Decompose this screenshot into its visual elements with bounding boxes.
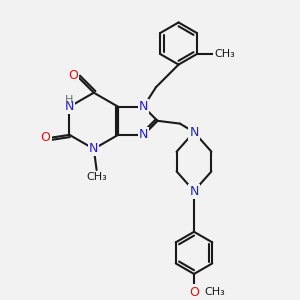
Text: N: N [139, 128, 148, 141]
Text: N: N [89, 142, 98, 155]
Text: CH₃: CH₃ [205, 287, 225, 297]
Text: O: O [40, 131, 50, 144]
Text: CH₃: CH₃ [86, 172, 107, 182]
Text: N: N [65, 100, 74, 113]
Text: H: H [65, 95, 73, 105]
Text: N: N [139, 100, 148, 113]
Text: CH₃: CH₃ [214, 49, 235, 59]
Text: N: N [189, 125, 199, 139]
Text: O: O [189, 286, 199, 299]
Text: O: O [68, 69, 78, 82]
Text: N: N [189, 184, 199, 198]
